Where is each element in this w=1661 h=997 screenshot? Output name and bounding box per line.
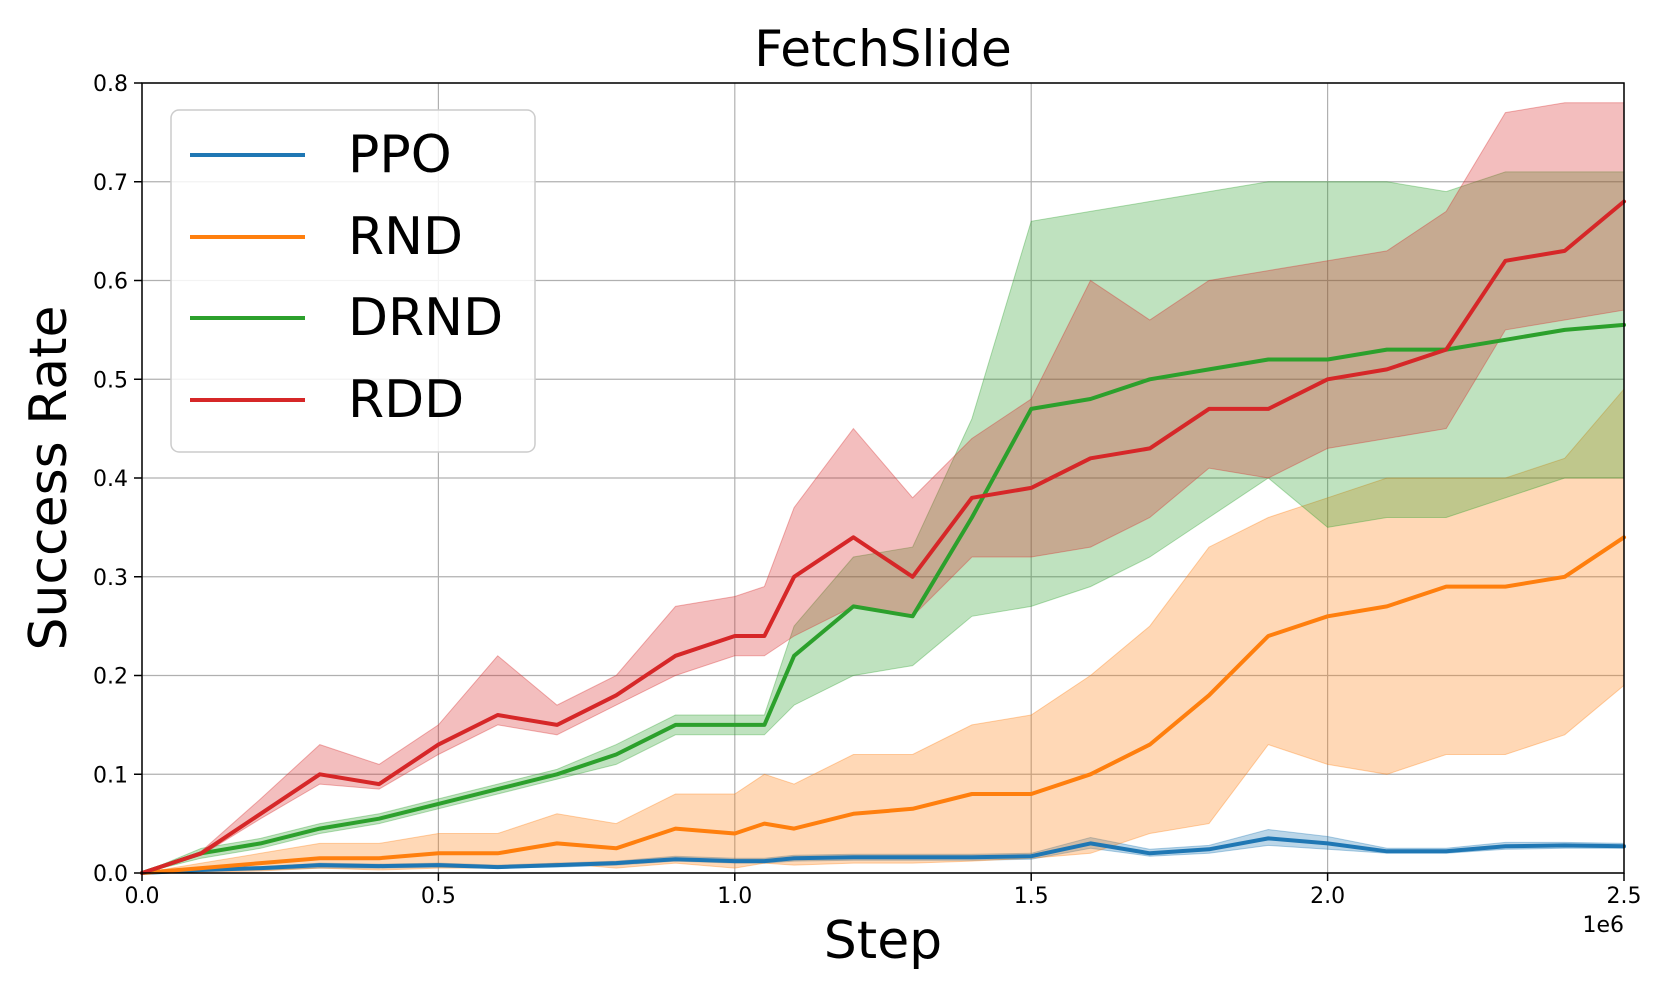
x-multiplier-label: 1e6 bbox=[1582, 913, 1624, 938]
legend-entry: RND bbox=[190, 207, 463, 267]
series-line-ppo bbox=[140, 836, 1626, 875]
y-tick-label: 0.0 bbox=[93, 862, 128, 887]
y-tick-label: 0.7 bbox=[93, 171, 128, 196]
legend-entry: DRND bbox=[190, 288, 503, 348]
legend-label-rdd: RDD bbox=[348, 370, 464, 430]
y-axis-label: Success Rate bbox=[19, 305, 79, 650]
legend-entry: PPO bbox=[190, 125, 452, 185]
series-line-drnd bbox=[140, 322, 1626, 875]
x-tick-label: 1.0 bbox=[717, 884, 752, 909]
y-tick-label: 0.3 bbox=[93, 566, 128, 591]
y-tick-label: 0.2 bbox=[93, 665, 128, 690]
y-tick-label: 0.6 bbox=[93, 270, 128, 295]
legend-label-drnd: DRND bbox=[348, 288, 503, 348]
legend-label-rnd: RND bbox=[348, 207, 463, 267]
legend-label-ppo: PPO bbox=[348, 125, 452, 185]
x-tick-label: 2.5 bbox=[1607, 884, 1642, 909]
x-tick-label: 2.0 bbox=[1310, 884, 1345, 909]
legend: PPO RND DRND RDD bbox=[170, 109, 536, 453]
y-tick-label: 0.1 bbox=[93, 763, 128, 788]
y-tick-label: 0.8 bbox=[93, 72, 128, 97]
legend-box bbox=[170, 109, 536, 453]
x-tick-label: 1.5 bbox=[1014, 884, 1049, 909]
x-tick-label: 0.0 bbox=[125, 884, 160, 909]
legend-entry: RDD bbox=[190, 370, 464, 430]
series-lines bbox=[140, 199, 1626, 875]
series-line-rnd bbox=[140, 535, 1626, 875]
x-ticks: 0.0 0.5 1.0 1.5 2.0 2.5 bbox=[125, 873, 1642, 909]
x-axis-label: Step bbox=[824, 911, 942, 971]
series-line-rdd bbox=[140, 199, 1626, 875]
x-tick-label: 0.5 bbox=[421, 884, 456, 909]
y-tick-label: 0.4 bbox=[93, 467, 128, 492]
y-tick-label: 0.5 bbox=[93, 368, 128, 393]
chart-title: FetchSlide bbox=[754, 20, 1012, 78]
y-ticks: 0.0 0.1 0.2 0.3 0.4 0.5 0.6 0.7 0.8 bbox=[93, 72, 142, 887]
